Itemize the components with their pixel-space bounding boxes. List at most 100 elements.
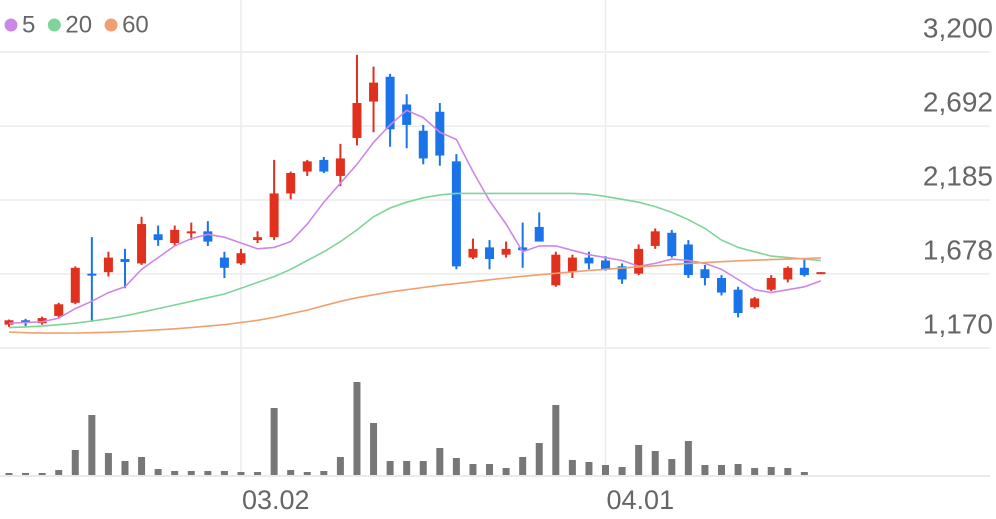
candle-body	[369, 82, 379, 102]
candle-body	[137, 224, 147, 264]
volume-bar	[800, 472, 808, 475]
candle-body	[584, 257, 594, 264]
candle-body	[551, 254, 561, 286]
candle-body	[501, 248, 511, 255]
ma-line	[8, 109, 822, 324]
volume-bar	[88, 415, 96, 475]
volume-bar	[220, 471, 228, 475]
volume-bar	[187, 471, 195, 475]
candle-body	[534, 226, 544, 242]
volume-bar	[353, 382, 361, 475]
legend-dot	[47, 18, 61, 32]
volume-bar	[469, 464, 477, 475]
candle-body	[451, 161, 461, 267]
volume-bar	[270, 408, 278, 475]
candle-body	[186, 231, 196, 234]
volume-bar	[502, 468, 510, 475]
candle-body	[335, 158, 345, 176]
y-tick-label: 3,200	[923, 12, 993, 43]
candle-body	[219, 257, 229, 268]
candle-body	[799, 267, 809, 276]
candle-body	[567, 257, 577, 273]
candle-body	[170, 229, 180, 244]
volume-bar	[22, 473, 30, 475]
candle-body	[733, 289, 743, 314]
candle-body	[70, 267, 80, 303]
legend-label: 60	[122, 11, 149, 38]
candle-body	[468, 248, 478, 258]
candle-body	[385, 76, 395, 130]
legend-label: 20	[65, 11, 92, 38]
volume-bar	[204, 471, 212, 475]
volume-bar	[320, 471, 328, 475]
candle-body	[634, 248, 644, 274]
candle-body	[236, 253, 246, 264]
volume-bar	[436, 448, 444, 475]
x-tick-label: 03.02	[242, 485, 310, 515]
volume-bar	[154, 469, 162, 475]
volume-bar	[138, 457, 146, 475]
candle-body	[650, 231, 660, 246]
candle-body	[402, 104, 412, 125]
volume-bar	[303, 472, 311, 475]
volume-bar	[767, 467, 775, 475]
volume-bar	[684, 441, 692, 475]
candle-body	[617, 266, 627, 280]
candle-body	[203, 231, 213, 242]
volume-bar	[386, 461, 394, 475]
y-tick-label: 1,170	[923, 308, 993, 339]
candle-body	[103, 257, 113, 273]
candle-body	[352, 103, 362, 139]
volume-bar	[486, 464, 494, 475]
volume-bar	[254, 472, 262, 475]
legend-dot	[4, 18, 18, 32]
candle-body	[269, 193, 279, 238]
legend-dot	[104, 18, 118, 32]
y-tick-label: 1,678	[923, 234, 993, 265]
volume-bar	[701, 465, 709, 475]
volume-bar	[718, 465, 726, 475]
candle-body	[700, 269, 710, 279]
candle-body	[816, 272, 826, 275]
volume-bar	[552, 405, 560, 475]
candle-body	[667, 232, 677, 257]
volume-bar	[635, 445, 643, 475]
candle-body	[518, 247, 528, 251]
ma-line	[8, 257, 821, 334]
volume-bar	[784, 468, 792, 475]
volume-bar	[370, 423, 378, 475]
ma-line	[8, 192, 821, 329]
volume-bar	[5, 473, 13, 475]
volume-bar	[38, 473, 46, 475]
candle-body	[286, 173, 296, 194]
candle-body	[783, 267, 793, 280]
candle-body	[120, 259, 130, 262]
candle-body	[302, 161, 312, 172]
y-tick-label: 2,692	[923, 86, 993, 117]
candle-body	[54, 304, 64, 316]
volume-bar	[287, 470, 295, 475]
volume-bar	[651, 451, 659, 475]
volume-bar	[171, 471, 179, 475]
candle-body	[717, 278, 727, 293]
volume-bar	[519, 457, 527, 475]
candle-body	[766, 278, 776, 290]
volume-bar	[452, 458, 460, 475]
volume-bar	[585, 462, 593, 475]
volume-bar	[751, 468, 759, 475]
volume-bar	[419, 461, 427, 475]
candle-body	[750, 298, 760, 308]
y-tick-label: 2,185	[923, 160, 993, 191]
volume-bar	[336, 457, 344, 475]
candle-body	[418, 130, 428, 159]
candle-body	[253, 237, 263, 241]
candle-body	[37, 318, 47, 324]
volume-bar	[403, 461, 411, 475]
candle-body	[435, 111, 445, 156]
candle-body	[601, 260, 611, 270]
candle-body	[485, 247, 495, 260]
legend-label: 5	[22, 11, 35, 38]
volume-bar	[104, 453, 112, 475]
x-tick-label: 04.01	[607, 485, 675, 515]
